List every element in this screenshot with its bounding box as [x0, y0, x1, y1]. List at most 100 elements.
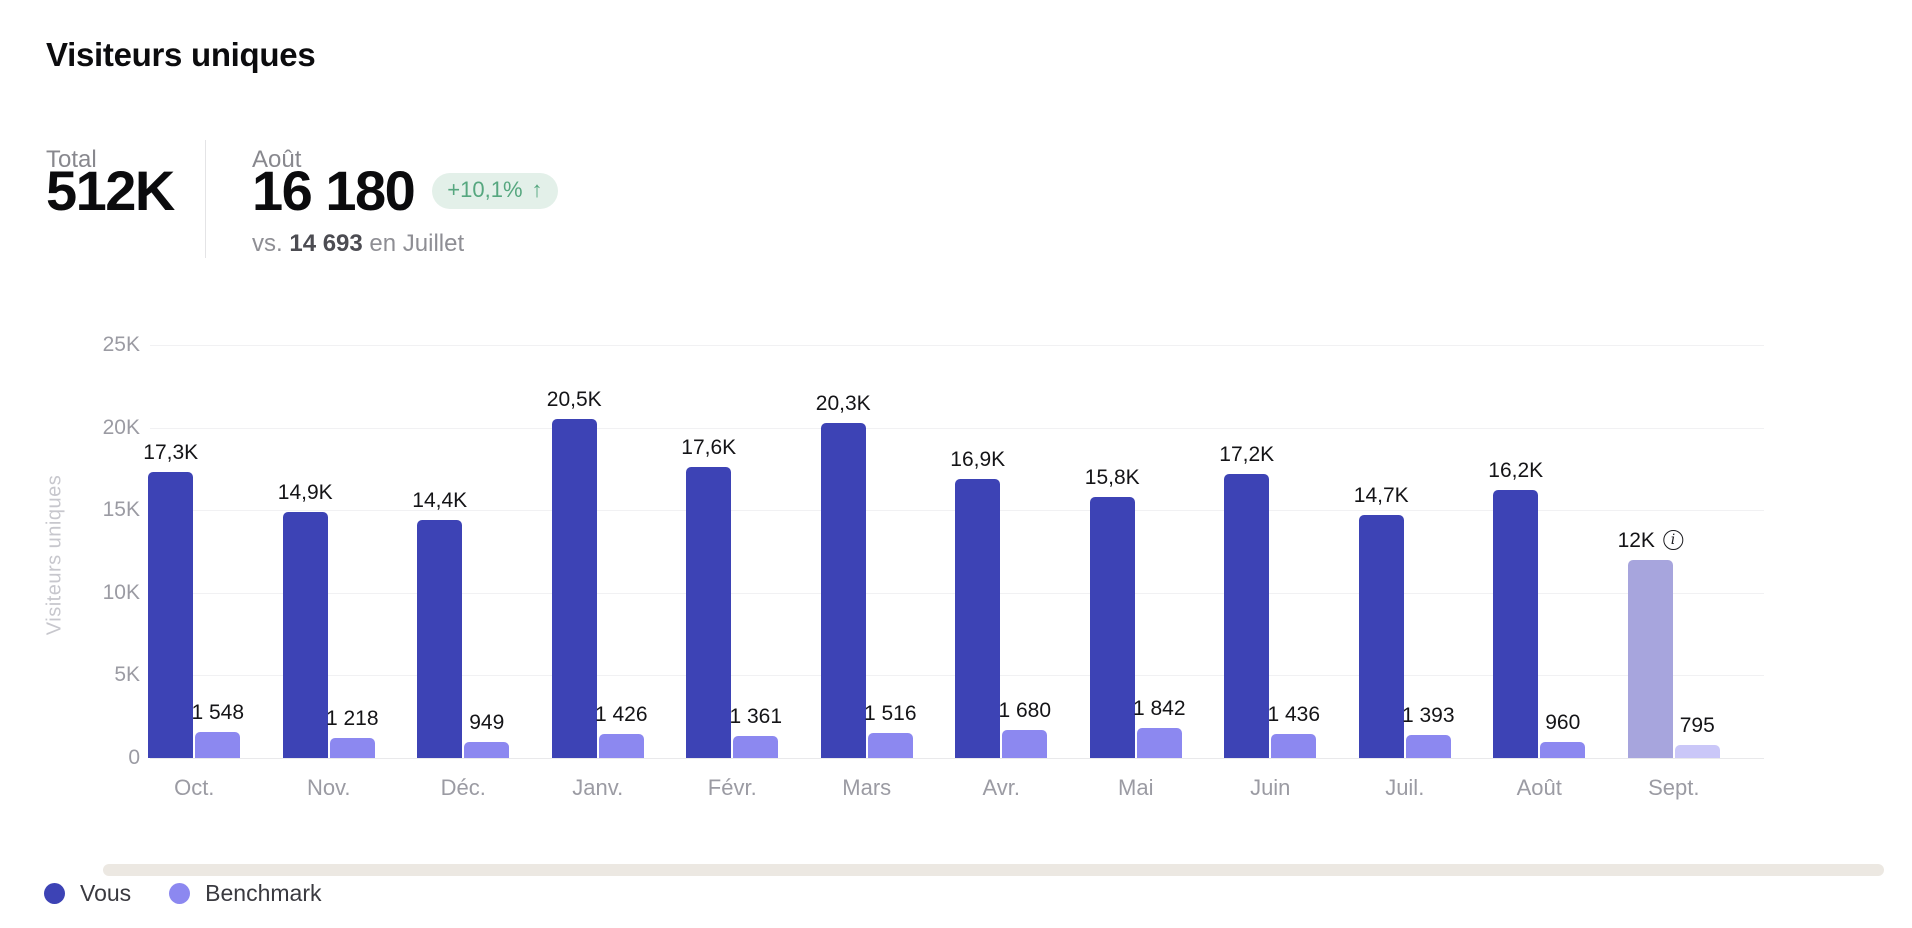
x-axis-label-2: Déc. — [440, 775, 486, 800]
bar-value-label: 960 — [1545, 712, 1580, 733]
bar-value-label: 20,5K — [547, 389, 602, 410]
bar-benchmark-7[interactable]: 1 842 — [1133, 698, 1186, 758]
x-axis-label-11: Sept. — [1648, 775, 1700, 800]
bar-vous-8[interactable]: 17,2K — [1219, 444, 1274, 758]
x-axis-label-10: Août — [1516, 775, 1562, 800]
y-axis-tick: 10K — [102, 580, 140, 604]
bar-group-10: 16,2K 960 — [1472, 345, 1607, 758]
bar-value-label: 1 680 — [998, 700, 1051, 721]
bar-vous-5[interactable]: 20,3K — [816, 393, 871, 758]
bar-group-4: 17,6K 1 361 — [665, 345, 800, 758]
bar-value-text: 17,3K — [143, 441, 199, 465]
bar-vous-2[interactable]: 14,4K — [412, 490, 467, 758]
bar-value-label: 949 — [469, 712, 504, 733]
bar-value-text: 14,9K — [277, 480, 333, 504]
comparison-text: vs. 14 693 en Juillet — [252, 230, 464, 258]
comparison-prefix: vs. — [252, 230, 283, 257]
bar-group-6: 16,9K 1 680 — [934, 345, 1069, 758]
bar-value-text: 14,7K — [1353, 484, 1409, 508]
bar-value-text: 16,9K — [950, 447, 1006, 471]
bar-value-text: 1 393 — [1401, 704, 1455, 727]
bar-value-label: 1 218 — [326, 708, 379, 729]
bar-benchmark-0[interactable]: 1 548 — [191, 702, 244, 758]
current-month-value: 16 180 — [252, 159, 416, 222]
bar-value-text: 17,6K — [681, 436, 737, 460]
delta-badge: +10,1% ↑ — [432, 173, 558, 209]
total-value: 512K — [46, 159, 175, 222]
gridline — [150, 345, 1764, 346]
bar-benchmark-1[interactable]: 1 218 — [326, 708, 379, 758]
legend-item-benchmark[interactable]: Benchmark — [169, 880, 321, 907]
bar-vous-3[interactable]: 20,5K — [547, 389, 602, 758]
bar-value-label: 1 426 — [595, 704, 648, 725]
bar-value-text: 960 — [1545, 711, 1581, 735]
bar-vous-9[interactable]: 14,7K — [1354, 485, 1409, 758]
bar-value-label: 1 548 — [191, 702, 244, 723]
gridline — [150, 758, 1764, 759]
bar-benchmark-3[interactable]: 1 426 — [595, 704, 648, 758]
bar-value-label: 17,6K — [681, 437, 736, 458]
bar-vous-0[interactable]: 17,3K — [143, 442, 198, 758]
bar-value-text: 1 548 — [191, 701, 245, 725]
bar-value-text: 795 — [1679, 713, 1715, 737]
legend-dot-icon — [44, 883, 65, 904]
legend-dot-icon — [169, 883, 191, 904]
bar-group-9: 14,7K 1 393 — [1338, 345, 1473, 758]
bar-group-0: 17,3K 1 548 — [127, 345, 262, 758]
bar-benchmark-9[interactable]: 1 393 — [1402, 705, 1455, 758]
bar-value-text: 17,2K — [1219, 442, 1275, 466]
bar-value-text: 1 426 — [594, 703, 648, 727]
x-axis-label-6: Avr. — [982, 775, 1020, 800]
bar-value-text: 20,5K — [546, 388, 602, 412]
legend-item-vous[interactable]: Vous — [44, 880, 131, 907]
bar-value-label: 1 436 — [1267, 704, 1320, 725]
bar-vous-6[interactable]: 16,9K — [950, 449, 1005, 758]
bar-vous-10[interactable]: 16,2K — [1488, 460, 1543, 758]
bar-value-text: 1 436 — [1267, 703, 1321, 727]
bar-value-label: 20,3K — [816, 393, 871, 414]
bar-value-text: 1 516 — [863, 701, 917, 725]
bar-benchmark-11[interactable]: 795 — [1674, 715, 1720, 758]
bar-vous-4[interactable]: 17,6K — [681, 437, 736, 758]
bar-benchmark-2[interactable]: 949 — [464, 712, 510, 758]
bar-value-text: 16,2K — [1488, 459, 1544, 483]
bar-benchmark-8[interactable]: 1 436 — [1267, 704, 1320, 758]
y-axis-tick: 20K — [102, 415, 140, 439]
bar-benchmark-6[interactable]: 1 680 — [998, 700, 1051, 758]
x-axis-label-8: Juin — [1250, 775, 1291, 800]
bar-benchmark-10[interactable]: 960 — [1540, 712, 1586, 758]
bar-chart: 17,3K 1 548 14,9K 1 218 14,4K 949 20,5K 1 426 17… — [127, 345, 1741, 758]
bar-vous-7[interactable]: 15,8K — [1085, 467, 1140, 758]
bar-value-label: 15,8K — [1085, 467, 1140, 488]
bar-value-label: 12K i — [1618, 530, 1683, 551]
bar-value-label: 14,4K — [412, 490, 467, 511]
gridline — [150, 427, 1764, 429]
y-axis-tick: 25K — [102, 333, 140, 356]
bar-group-1: 14,9K 1 218 — [262, 345, 397, 758]
bar-value-text: 1 680 — [998, 699, 1052, 723]
delta-value: +10,1% — [447, 177, 523, 203]
chart-legend: Vous Benchmark — [44, 880, 321, 907]
bar-group-2: 14,4K 949 — [396, 345, 531, 758]
info-icon[interactable]: i — [1662, 530, 1683, 551]
x-axis-label-0: Oct. — [174, 775, 215, 800]
bar-value-label: 1 516 — [864, 703, 917, 724]
bar-vous-11[interactable]: 12K i — [1618, 530, 1683, 758]
bar-value-label: 1 842 — [1133, 698, 1186, 719]
stats-divider — [205, 140, 206, 258]
y-axis-tick: 0 — [128, 746, 140, 769]
bar-value-label: 1 393 — [1402, 705, 1455, 726]
y-axis-ticks: 25K 20K 15K 10K 5K 0 — [56, 333, 140, 769]
up-arrow-icon: ↑ — [531, 177, 543, 203]
bar-benchmark-4[interactable]: 1 361 — [729, 706, 782, 758]
chart-scrollbar[interactable] — [103, 864, 1884, 876]
bar-group-3: 20,5K 1 426 — [531, 345, 666, 758]
bar-value-label: 17,2K — [1219, 444, 1274, 465]
bar-vous-1[interactable]: 14,9K — [278, 482, 333, 758]
y-axis-tick: 5K — [114, 663, 140, 687]
bar-value-label: 14,9K — [278, 482, 333, 503]
current-month-value-row: 16 180 +10,1% ↑ — [252, 163, 558, 219]
x-axis-label-9: Juil. — [1385, 775, 1425, 800]
bar-benchmark-5[interactable]: 1 516 — [864, 703, 917, 758]
x-axis-label-3: Janv. — [572, 775, 624, 800]
